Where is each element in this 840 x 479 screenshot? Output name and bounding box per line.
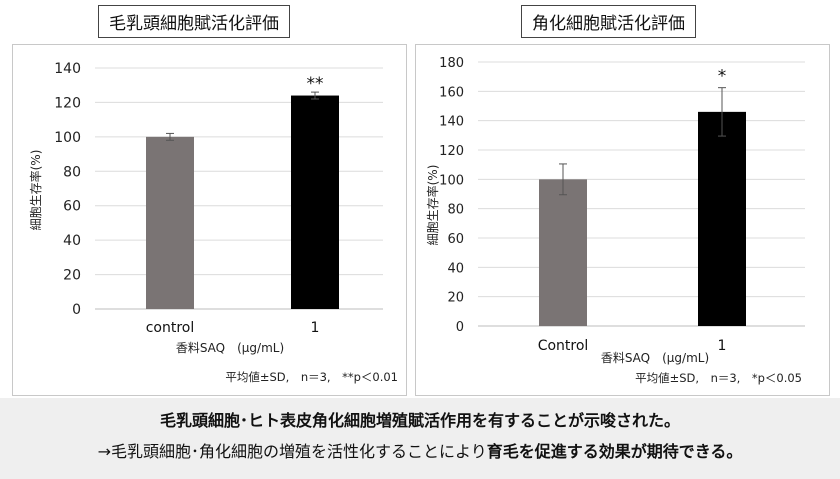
y-tick-label: 40 xyxy=(447,261,464,276)
bar-1 xyxy=(291,95,339,310)
significance-mark: ** xyxy=(307,74,324,94)
x-category-label: 1 xyxy=(311,320,320,336)
x-axis-title: 香料SAQ (μg/mL) xyxy=(601,351,709,365)
y-tick-label: 40 xyxy=(63,233,81,249)
y-tick-label: 80 xyxy=(447,203,464,218)
x-category-label: 1 xyxy=(718,338,727,354)
x-axis-title: 香料SAQ (μg/mL) xyxy=(176,341,284,355)
significance-mark: * xyxy=(718,67,727,87)
chart-title-hair-papilla: 毛乳頭細胞賦活化評価 xyxy=(98,5,290,38)
y-tick-label: 120 xyxy=(439,144,464,159)
chart-title-keratinocyte: 角化細胞賦活化評価 xyxy=(521,5,696,38)
y-axis-title: 細胞生存率(%) xyxy=(28,150,43,231)
y-tick-label: 80 xyxy=(63,164,81,180)
summary-line-2-bold: 育毛を促進する効果が期待できる。 xyxy=(486,442,743,461)
y-axis-title: 細胞生存率(%) xyxy=(425,165,440,246)
summary-line-1: 毛乳頭細胞･ヒト表皮角化細胞増殖賦活作用を有することが示唆された。 xyxy=(159,411,680,430)
y-tick-label: 100 xyxy=(439,173,464,188)
y-tick-label: 120 xyxy=(54,95,81,111)
summary-band xyxy=(0,398,840,479)
bar-1 xyxy=(698,111,746,326)
bar-Control xyxy=(539,179,587,326)
y-tick-label: 100 xyxy=(54,130,81,146)
y-tick-label: 0 xyxy=(72,302,81,318)
summary-line-2: →毛乳頭細胞･角化細胞の増殖を活性化することにより育毛を促進する効果が期待できる… xyxy=(0,438,840,462)
y-tick-label: 20 xyxy=(63,268,81,284)
y-tick-label: 180 xyxy=(439,56,464,71)
stats-note: 平均値±SD, n＝3, *p＜0.05 xyxy=(635,371,802,385)
y-tick-label: 0 xyxy=(456,320,464,335)
chart-panel-keratinocyte xyxy=(415,44,830,396)
y-tick-label: 160 xyxy=(439,85,464,100)
y-tick-label: 60 xyxy=(447,232,464,247)
x-category-label: control xyxy=(146,320,195,336)
y-tick-label: 60 xyxy=(63,199,81,215)
bar-control xyxy=(146,136,194,309)
summary-line-2-prefix: →毛乳頭細胞･角化細胞の増殖を活性化することにより xyxy=(97,442,487,461)
y-tick-label: 20 xyxy=(447,291,464,306)
y-tick-label: 140 xyxy=(54,61,81,77)
stats-note: 平均値±SD, n＝3, **p＜0.01 xyxy=(225,370,398,384)
x-category-label: Control xyxy=(538,338,589,354)
y-tick-label: 140 xyxy=(439,115,464,130)
